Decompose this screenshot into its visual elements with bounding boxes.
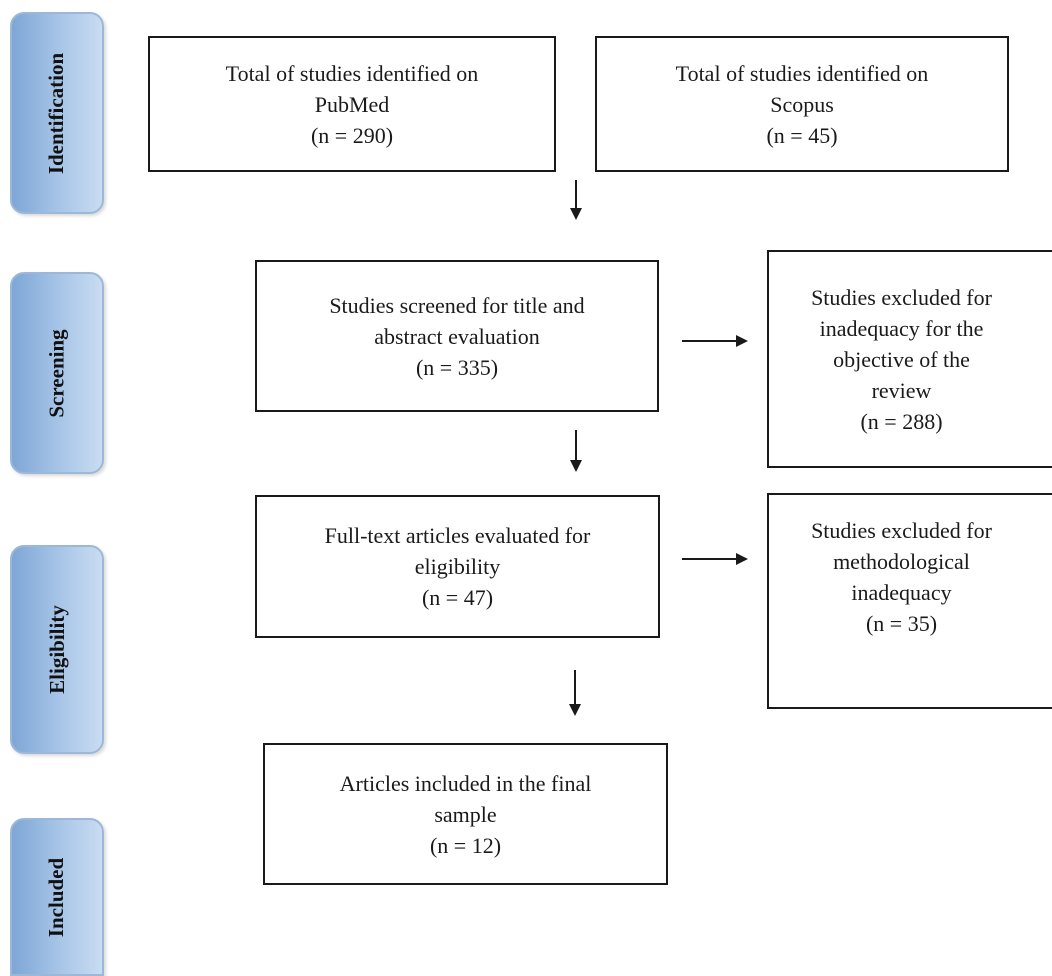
stage-identification-label: Identification <box>44 52 69 174</box>
excluded-method-count: (n = 35) <box>865 611 938 636</box>
pubmed-box: Total of studies identified on PubMed (n… <box>148 36 556 172</box>
excluded-objective-box: Studies excluded for inadequacy for the … <box>767 250 1052 468</box>
included-line1: Articles included in the final <box>339 770 592 796</box>
fulltext-line1: Full-text articles evaluated for <box>324 523 591 548</box>
excluded-objective-line2: inadequacy for the <box>819 315 984 341</box>
scopus-box: Total of studies identified on Scopus (n… <box>595 36 1009 172</box>
scopus-line2: Scopus <box>770 91 834 117</box>
pubmed-line1: Total of studies identified on <box>225 60 479 86</box>
stage-screening: Screening <box>10 272 104 474</box>
screened-line1: Studies screened for title and <box>329 292 585 318</box>
stage-eligibility-label: Eligibility <box>44 605 69 694</box>
excluded-objective-line1: Studies excluded for <box>811 284 992 310</box>
arrow-down-screening-to-eligibility <box>570 430 582 472</box>
fulltext-box: Full-text articles evaluated for eligibi… <box>255 495 660 638</box>
screened-count: (n = 335) <box>415 354 499 380</box>
included-box: Articles included in the final sample (n… <box>263 743 668 885</box>
included-count: (n = 12) <box>429 832 502 858</box>
fulltext-line2: eligibility <box>414 554 501 579</box>
stage-identification: Identification <box>10 12 104 214</box>
stage-eligibility: Eligibility <box>10 545 104 754</box>
included-line2: sample <box>434 801 497 827</box>
excluded-objective-count: (n = 288) <box>860 408 943 434</box>
stage-included: Included <box>10 818 104 976</box>
excluded-method-line1: Studies excluded for <box>811 518 992 543</box>
arrow-down-eligibility-to-included <box>569 670 581 716</box>
excluded-method-box: Studies excluded for methodological inad… <box>767 493 1052 709</box>
arrow-right-screened-to-excluded <box>682 335 748 347</box>
arrow-down-identification-to-screening <box>570 180 582 220</box>
excluded-objective-line3: objective of the <box>833 346 970 372</box>
fulltext-count: (n = 47) <box>421 585 494 610</box>
excluded-objective-top-edge-extension <box>1008 250 1052 252</box>
scopus-line1: Total of studies identified on <box>675 60 929 86</box>
excluded-method-line3: inadequacy <box>851 580 952 605</box>
excluded-objective-line4: review <box>871 377 932 403</box>
screened-line2: abstract evaluation <box>374 323 540 349</box>
stage-included-label: Included <box>44 857 69 937</box>
screened-box: Studies screened for title and abstract … <box>255 260 659 412</box>
arrow-right-fulltext-to-excluded <box>682 553 748 565</box>
pubmed-line2: PubMed <box>314 91 390 117</box>
excluded-method-line2: methodological <box>833 549 970 574</box>
stage-screening-label: Screening <box>44 328 69 418</box>
pubmed-count: (n = 290) <box>310 122 394 148</box>
scopus-count: (n = 45) <box>766 122 838 148</box>
